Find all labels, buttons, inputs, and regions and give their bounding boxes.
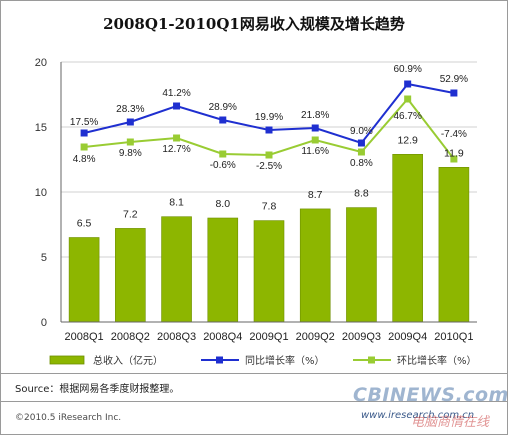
qoq-growth-marker [126, 138, 134, 146]
qoq-growth-label: 4.8% [73, 154, 96, 165]
qoq-growth-label: 0.8% [350, 158, 373, 169]
x-tick-label: 2009Q2 [296, 331, 335, 343]
qoq-growth-marker [357, 148, 365, 156]
x-tick-label: 2008Q3 [157, 331, 196, 343]
bar-value-label: 12.9 [397, 134, 418, 146]
qoq-growth-label: 11.6% [301, 146, 329, 157]
qoq-growth-marker [311, 136, 319, 144]
yoy-growth-marker [126, 118, 134, 126]
revenue-bar [438, 167, 470, 323]
revenue-bar [299, 208, 331, 323]
x-tick-label: 2008Q1 [65, 331, 104, 343]
chart-svg: 6.5 7.2 8.1 8.0 7.8 8.7 8.8 12.9 11.9 17.5% 28.3% 4… [35, 57, 477, 343]
yoy-growth-label: 52.9% [440, 74, 468, 85]
legend-item-qoq: 环比增长率（%） [353, 352, 477, 367]
qoq-growth-label: 9.8% [119, 148, 142, 159]
yoy-growth-marker [311, 124, 319, 132]
x-tick-label: 2008Q4 [203, 331, 242, 343]
legend-line-swatch-yoy [201, 356, 239, 363]
x-tick-label: 2009Q1 [249, 331, 288, 343]
bar-value-label: 11.9 [444, 147, 464, 159]
y-tick-label: 5 [41, 252, 47, 264]
yoy-growth-marker [404, 80, 412, 88]
yoy-growth-marker [219, 116, 227, 124]
x-tick-label: 2009Q3 [342, 331, 381, 343]
qoq-growth-marker [450, 155, 458, 163]
bar-value-label: 6.5 [77, 218, 92, 230]
qoq-growth-label: 46.7% [393, 111, 421, 122]
legend-label-revenue: 总收入（亿元） [93, 356, 163, 367]
yoy-growth-marker [357, 139, 365, 147]
qoq-growth-marker [173, 134, 181, 142]
x-tick-label: 2009Q4 [388, 331, 427, 343]
revenue-bar [207, 217, 239, 323]
qoq-growth-marker [219, 150, 227, 158]
legend-item-yoy: 同比增长率（%） [201, 352, 325, 367]
legend-label-yoy: 同比增长率（%） [245, 356, 325, 367]
copyright-text: ©2010.5 iResearch Inc. [15, 413, 122, 423]
y-tick-label: 0 [41, 317, 47, 329]
bar-value-label: 8.8 [354, 188, 369, 200]
y-tick-label: 10 [35, 187, 47, 199]
yoy-growth-label: 28.9% [209, 102, 237, 113]
revenue-bar [161, 216, 192, 323]
revenue-bar [346, 207, 377, 323]
watermark-logo: CBINEWS.com [353, 384, 508, 406]
revenue-bar [392, 154, 423, 323]
y-tick-label: 15 [35, 122, 47, 134]
bar-value-label: 8.1 [169, 197, 184, 209]
bar-value-label: 7.2 [123, 208, 138, 220]
yoy-growth-label: 28.3% [116, 104, 144, 115]
divider-bottom [1, 401, 507, 402]
revenue-bar [68, 237, 100, 323]
yoy-growth-label: 21.8% [301, 110, 329, 121]
bar-value-label: 8.7 [308, 189, 323, 201]
legend-bar-swatch [49, 355, 85, 364]
legend-line-swatch-qoq [353, 356, 391, 363]
yoy-growth-marker [450, 89, 458, 97]
yoy-growth-label: 9.0% [350, 126, 373, 137]
source-note: Source：根据网易各季度财报整理。 [15, 384, 180, 395]
x-tick-label: 2008Q2 [111, 331, 150, 343]
legend-label-qoq: 环比增长率（%） [397, 356, 477, 367]
yoy-growth-marker [265, 126, 273, 134]
yoy-growth-label: 19.9% [255, 112, 283, 123]
yoy-growth-marker [80, 129, 88, 137]
qoq-growth-label: -2.5% [256, 161, 282, 172]
divider-top [1, 373, 507, 374]
yoy-growth-label: 17.5% [70, 117, 98, 128]
bar-value-label: 7.8 [262, 201, 277, 213]
qoq-growth-label: -7.4% [441, 129, 467, 140]
revenue-bar [115, 228, 146, 323]
qoq-growth-marker [265, 151, 273, 159]
website-link[interactable]: www.iresearch.com.cn [361, 410, 475, 421]
qoq-growth-label: -0.6% [210, 160, 236, 171]
yoy-growth-label: 41.2% [162, 88, 190, 99]
chart-title: 2008Q1-2010Q1网易收入规模及增长趋势 [103, 15, 405, 33]
bar-value-label: 8.0 [215, 198, 230, 210]
yoy-growth-label: 60.9% [393, 64, 421, 75]
qoq-growth-marker [404, 95, 412, 103]
legend-item-revenue: 总收入（亿元） [49, 352, 163, 367]
qoq-growth-label: 12.7% [162, 144, 190, 155]
watermark-text: 电脑商情在线 [411, 415, 490, 430]
yoy-growth-marker [173, 102, 181, 110]
x-tick-label: 2010Q1 [434, 331, 473, 343]
revenue-bar [253, 220, 285, 323]
y-tick-label: 20 [35, 57, 47, 69]
qoq-growth-marker [80, 143, 88, 151]
